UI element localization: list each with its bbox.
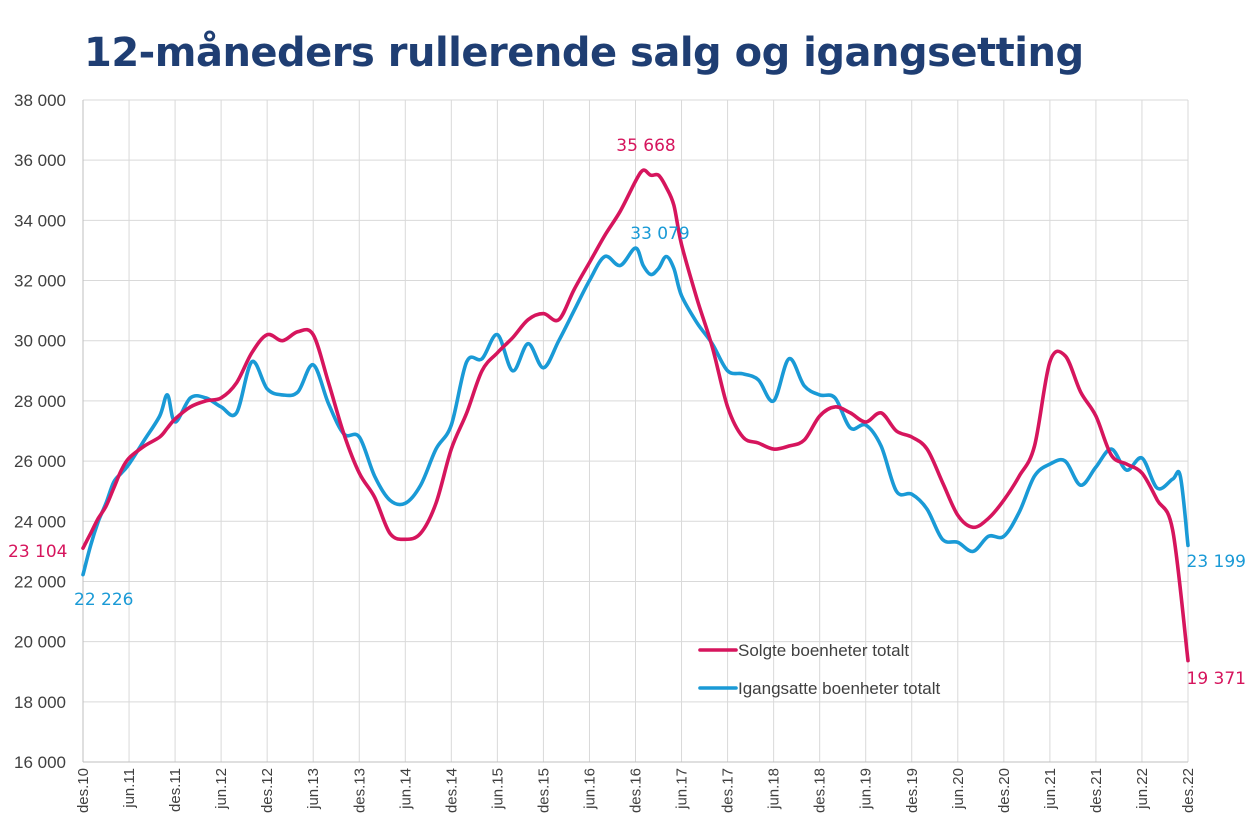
x-tick-label: jun.15 [489, 768, 506, 810]
data-label: 19 371 [1187, 669, 1246, 689]
y-tick-label: 26 000 [14, 452, 66, 471]
x-tick-label: des.14 [443, 768, 460, 813]
data-label: 23 199 [1187, 552, 1246, 572]
y-tick-label: 18 000 [14, 693, 66, 712]
y-tick-label: 24 000 [14, 512, 66, 531]
x-tick-label: des.21 [1088, 768, 1105, 813]
x-tick-label: jun.12 [213, 768, 230, 810]
x-tick-label: des.20 [996, 768, 1013, 813]
y-tick-label: 20 000 [14, 633, 66, 652]
x-tick-label: des.19 [904, 768, 921, 813]
x-tick-label: jun.22 [1134, 768, 1151, 810]
y-tick-label: 38 000 [14, 91, 66, 110]
y-tick-label: 36 000 [14, 151, 66, 170]
x-tick-label: des.17 [720, 768, 737, 813]
x-tick-label: jun.11 [121, 768, 138, 809]
x-tick-label: des.16 [628, 768, 645, 813]
y-tick-label: 34 000 [14, 211, 66, 230]
x-tick-label: des.10 [75, 768, 92, 813]
y-tick-label: 32 000 [14, 272, 66, 291]
legend-label: Igangsatte boenheter totalt [738, 679, 941, 698]
series-line-solgte [81, 168, 1190, 663]
series-line-igangsatte [81, 246, 1190, 577]
x-tick-label: des.18 [812, 768, 829, 813]
x-tick-label: des.11 [167, 768, 184, 812]
x-tick-label: jun.17 [674, 768, 691, 810]
x-gridlines [82, 100, 1189, 763]
y-tick-label: 22 000 [14, 572, 66, 591]
x-tick-label: jun.16 [581, 768, 598, 810]
y-tick-label: 16 000 [14, 753, 66, 772]
x-axis-ticks: des.10 jun.11 des.11 jun.12 des.12 jun.13 des.… [75, 768, 1197, 813]
x-tick-label: des.12 [259, 768, 276, 813]
x-tick-label: jun.20 [950, 768, 967, 810]
y-tick-label: 30 000 [14, 332, 66, 351]
x-tick-label: jun.14 [397, 768, 414, 810]
y-axis-ticks: 16 000 18 000 20 000 22 000 24 000 26 000 28 0… [14, 91, 66, 772]
x-tick-label: jun.13 [305, 768, 322, 810]
x-tick-label: des.22 [1180, 768, 1197, 813]
legend: Solgte boenheter totalt Igangsatte boenhe… [698, 641, 941, 698]
x-tick-label: des.15 [535, 768, 552, 813]
chart-title: 12-måneders rullerende salg og igangsett… [84, 30, 1084, 76]
series-lines [81, 168, 1190, 663]
y-tick-label: 28 000 [14, 392, 66, 411]
x-tick-label: jun.21 [1042, 768, 1059, 810]
data-label: 22 226 [74, 590, 133, 610]
data-label: 35 668 [616, 136, 675, 156]
data-annotations: 23 104 35 668 19 371 22 226 33 079 23 199 [8, 136, 1246, 689]
x-tick-label: des.13 [351, 768, 368, 813]
x-tick-label: jun.18 [766, 768, 783, 810]
data-label: 33 079 [630, 224, 689, 244]
data-label: 23 104 [8, 542, 67, 562]
legend-label: Solgte boenheter totalt [738, 641, 909, 660]
x-tick-label: jun.19 [858, 768, 875, 810]
